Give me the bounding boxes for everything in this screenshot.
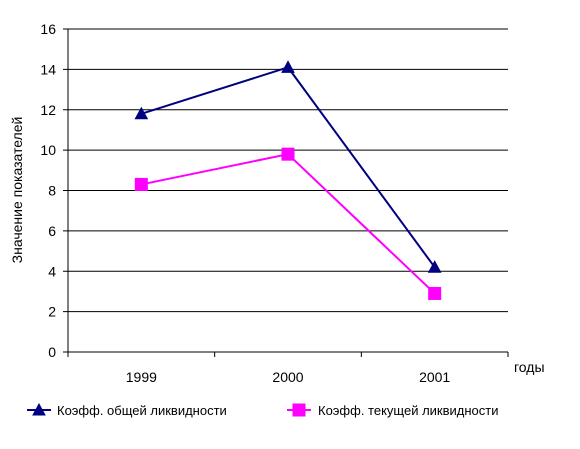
- y-tick-label: 14: [40, 61, 56, 77]
- y-axis-title: Значение показателей: [9, 117, 25, 264]
- square-marker: [134, 177, 148, 191]
- y-tick-label: 4: [48, 263, 56, 279]
- square-marker: [281, 147, 295, 161]
- y-tick-labels: 0 2 4 6 8 10 12 14 16: [40, 21, 56, 360]
- square-marker: [428, 286, 442, 300]
- y-tick-label: 16: [40, 21, 56, 37]
- x-tick-label: 1999: [126, 369, 157, 385]
- legend-label: Коэфф. общей ликвидности: [57, 403, 227, 418]
- y-tick-label: 8: [48, 183, 56, 199]
- y-tick-label: 0: [48, 344, 56, 360]
- triangle-marker: [134, 106, 149, 120]
- legend: Коэфф. общей ликвидности Коэфф. текущей л…: [27, 402, 499, 418]
- triangle-marker: [427, 260, 442, 273]
- series-group: [134, 60, 442, 300]
- legend-item: Коэфф. текущей ликвидности: [287, 403, 499, 418]
- gridlines: [63, 28, 508, 353]
- x-tick-labels: 1999 2000 2001: [67, 352, 509, 385]
- legend-label: Коэфф. текущей ликвидности: [318, 403, 499, 418]
- triangle-marker: [281, 60, 295, 73]
- legend-item: Коэфф. общей ликвидности: [27, 402, 227, 418]
- x-axis-title: годы: [514, 359, 545, 375]
- series-1: [134, 60, 442, 273]
- y-tick-label: 12: [40, 102, 56, 118]
- y-tick-label: 2: [48, 304, 56, 320]
- series-line: [141, 153, 436, 295]
- series-2: [134, 147, 442, 300]
- legend-marker: [32, 402, 46, 416]
- y-tick-label: 6: [48, 223, 56, 239]
- x-tick-label: 2001: [419, 369, 450, 385]
- legend-marker: [292, 403, 306, 417]
- x-tick-label: 2000: [272, 369, 303, 385]
- series-line: [141, 66, 436, 268]
- y-tick-label: 10: [40, 142, 56, 158]
- axes: [67, 29, 508, 353]
